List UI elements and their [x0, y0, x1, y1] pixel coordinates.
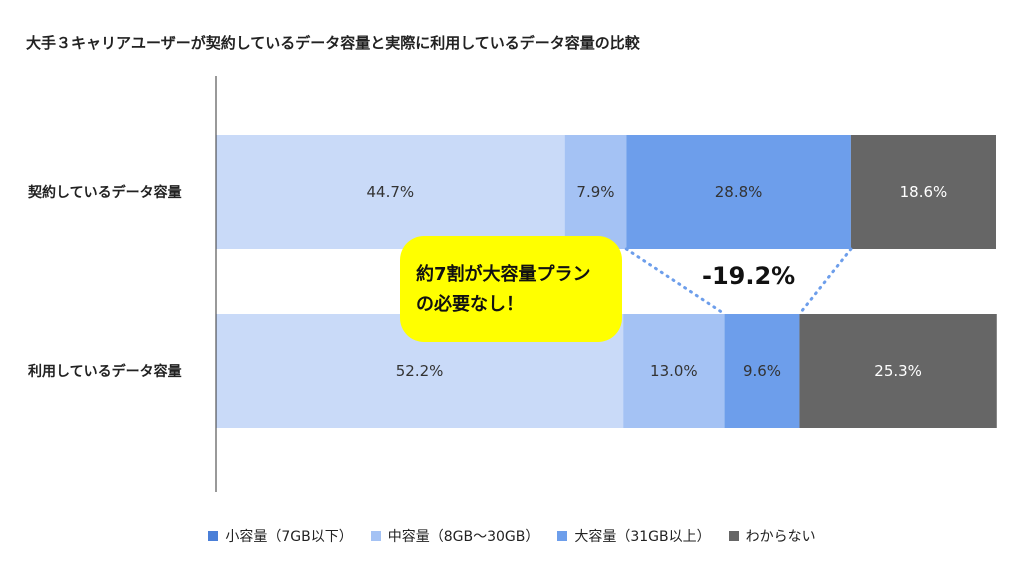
value-label-1-small: 52.2%	[396, 362, 444, 380]
connector-line-left	[624, 247, 727, 316]
value-label-0-large: 28.8%	[715, 183, 763, 201]
legend-item-medium: 中容量（8GB〜30GB）	[370, 526, 540, 546]
connector-line-right	[797, 247, 853, 316]
callout-box: 約7割が大容量プラン の必要なし！	[400, 236, 622, 342]
chart-title: 大手３キャリアユーザーが契約しているデータ容量と実際に利用しているデータ容量の比…	[26, 34, 640, 52]
legend-item-small: 小容量（7GB以下）	[208, 526, 353, 546]
legend-label-medium: 中容量（8GB〜30GB）	[387, 529, 540, 545]
legend-label-unknown: わからない	[745, 529, 816, 545]
legend-swatch-large	[557, 531, 568, 541]
callout-line-2: の必要なし！	[416, 294, 524, 315]
category-label-1: 利用しているデータ容量	[28, 363, 182, 380]
legend-label-small: 小容量（7GB以下）	[225, 529, 353, 545]
legend-swatch-unknown	[728, 531, 739, 541]
bar-segment-1-large	[724, 314, 800, 428]
bar-segment-0-unknown	[850, 135, 996, 249]
callout-line-1: 約7割が大容量プラン	[416, 264, 591, 285]
legend-item-large: 大容量（31GB以上）	[557, 526, 711, 546]
legend-label-large: 大容量（31GB以上）	[574, 529, 711, 545]
legend: 小容量（7GB以下） 中容量（8GB〜30GB） 大容量（31GB以上） わから…	[0, 526, 1024, 546]
bar-segment-1-unknown	[799, 314, 997, 428]
value-label-1-medium: 13.0%	[650, 362, 698, 380]
value-label-1-large: 9.6%	[743, 362, 781, 380]
difference-label: -19.2%	[702, 262, 796, 290]
legend-swatch-medium	[370, 531, 381, 541]
value-label-0-medium: 7.9%	[576, 183, 614, 201]
legend-item-unknown: わからない	[728, 526, 816, 546]
bar-segment-0-medium	[564, 135, 627, 249]
bar-segment-0-small	[216, 135, 565, 249]
value-label-0-unknown: 18.6%	[900, 183, 948, 201]
bar-segment-1-medium	[623, 314, 725, 428]
bar-segment-0-large	[626, 135, 851, 249]
value-label-0-small: 44.7%	[367, 183, 415, 201]
value-label-1-unknown: 25.3%	[874, 362, 922, 380]
legend-swatch-small	[208, 531, 219, 541]
category-label-0: 契約しているデータ容量	[27, 184, 182, 201]
